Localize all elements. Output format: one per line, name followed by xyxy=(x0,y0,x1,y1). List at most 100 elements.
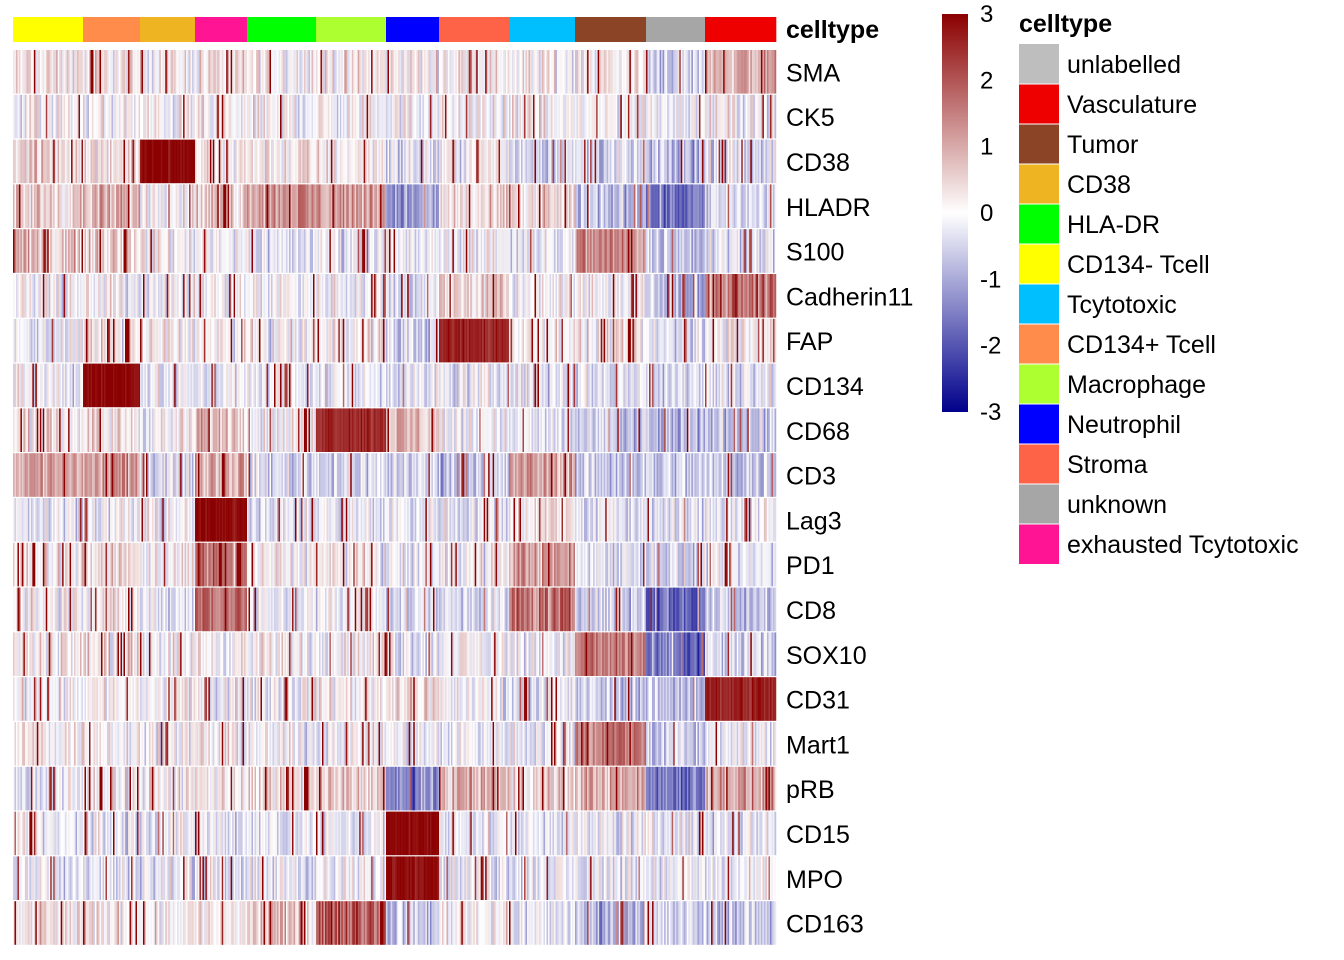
heatmap-cell xyxy=(169,94,172,139)
heatmap-cell xyxy=(242,274,245,318)
heatmap-cell xyxy=(230,363,233,408)
heatmap-cell xyxy=(515,50,517,94)
heatmap-cell xyxy=(53,408,55,452)
heatmap-cell xyxy=(329,94,332,139)
heatmap-cell xyxy=(162,50,165,94)
heatmap-cell xyxy=(615,408,618,452)
heatmap-cell xyxy=(33,453,36,497)
heatmap-cell xyxy=(30,363,33,408)
heatmap-cell xyxy=(232,363,234,408)
heatmap-cell xyxy=(536,139,538,184)
heatmap-cell xyxy=(105,453,108,497)
heatmap-cell xyxy=(113,94,115,139)
heatmap-cell xyxy=(633,229,636,273)
heatmap-cell xyxy=(275,318,278,363)
heatmap-cell xyxy=(157,50,160,94)
heatmap-cell xyxy=(83,184,85,228)
heatmap-cell xyxy=(683,184,686,228)
heatmap-cell xyxy=(518,229,520,273)
heatmap-cell xyxy=(21,94,24,139)
heatmap-cell xyxy=(735,318,737,363)
heatmap-cell xyxy=(546,50,549,94)
heatmap-cell xyxy=(443,363,446,408)
heatmap-cell xyxy=(137,318,139,363)
heatmap-cell xyxy=(455,50,458,94)
heatmap-cell xyxy=(126,408,129,452)
heatmap-cell xyxy=(56,363,58,408)
heatmap-cell xyxy=(217,274,220,318)
heatmap-cell xyxy=(137,184,139,228)
heatmap-cell xyxy=(441,274,444,318)
heatmap-cell xyxy=(417,453,420,497)
heatmap-cell xyxy=(708,229,710,273)
heatmap-cell xyxy=(375,184,378,228)
heatmap-cell xyxy=(250,50,252,94)
heatmap-cell xyxy=(530,318,532,363)
heatmap-cell xyxy=(224,50,227,94)
heatmap-cell xyxy=(447,229,450,273)
heatmap-cell xyxy=(695,184,698,228)
heatmap-cell xyxy=(476,94,478,139)
heatmap-cell xyxy=(347,50,350,94)
heatmap-cell xyxy=(437,94,440,139)
heatmap-cell xyxy=(482,50,484,94)
heatmap-cell xyxy=(724,50,727,94)
heatmap-cell xyxy=(13,408,15,452)
heatmap-cell xyxy=(299,139,302,184)
heatmap-cell xyxy=(479,94,481,139)
heatmap-cell xyxy=(275,408,278,452)
heatmap-cell xyxy=(266,94,269,139)
heatmap-cell xyxy=(77,139,79,184)
heatmap-cell xyxy=(434,363,437,408)
heatmap-cell xyxy=(626,50,629,94)
heatmap-cell xyxy=(576,50,579,94)
heatmap-cell xyxy=(618,229,621,273)
heatmap-cell xyxy=(762,318,765,363)
heatmap-cell xyxy=(680,94,683,139)
heatmap-cell xyxy=(395,184,397,228)
heatmap-cell xyxy=(727,184,730,228)
heatmap-cell xyxy=(706,50,709,94)
heatmap-cell xyxy=(181,318,184,363)
heatmap-cell xyxy=(612,363,615,408)
heatmap-cell xyxy=(720,50,722,94)
heatmap-cell xyxy=(486,318,489,363)
heatmap-cell xyxy=(697,274,700,318)
heatmap-cell xyxy=(736,94,739,139)
heatmap-cell xyxy=(639,50,642,94)
heatmap-cell xyxy=(759,94,762,139)
heatmap-cell xyxy=(572,94,574,139)
heatmap-cell xyxy=(320,50,323,94)
heatmap-cell xyxy=(214,274,217,318)
heatmap-cell xyxy=(57,139,60,184)
heatmap-cell xyxy=(98,94,100,139)
heatmap-cell xyxy=(314,453,317,497)
heatmap-cell xyxy=(453,274,456,318)
heatmap-cell xyxy=(557,453,559,497)
heatmap-cell xyxy=(180,408,182,452)
heatmap-cell xyxy=(739,274,742,318)
heatmap-cell xyxy=(763,184,766,228)
heatmap-cell xyxy=(92,184,94,228)
heatmap-cell xyxy=(398,94,400,139)
heatmap-cell xyxy=(733,139,736,184)
heatmap-cell xyxy=(614,139,617,184)
heatmap-cell xyxy=(419,408,422,452)
heatmap-cell xyxy=(423,274,426,318)
heatmap-cell xyxy=(323,94,326,139)
heatmap-cell xyxy=(215,274,218,318)
heatmap-cell xyxy=(154,94,157,139)
heatmap-cell xyxy=(235,408,237,452)
heatmap-cell xyxy=(401,408,403,452)
heatmap-cell xyxy=(470,318,473,363)
heatmap-cell xyxy=(698,318,701,363)
heatmap-cell xyxy=(437,453,440,497)
heatmap-cell xyxy=(765,229,768,273)
heatmap-cell xyxy=(227,94,230,139)
heatmap-cell xyxy=(760,408,763,452)
heatmap-cell xyxy=(183,408,185,452)
heatmap-cell xyxy=(78,453,81,497)
heatmap-cell xyxy=(320,229,323,273)
heatmap-cell xyxy=(500,50,502,94)
heatmap-cell xyxy=(14,363,17,408)
